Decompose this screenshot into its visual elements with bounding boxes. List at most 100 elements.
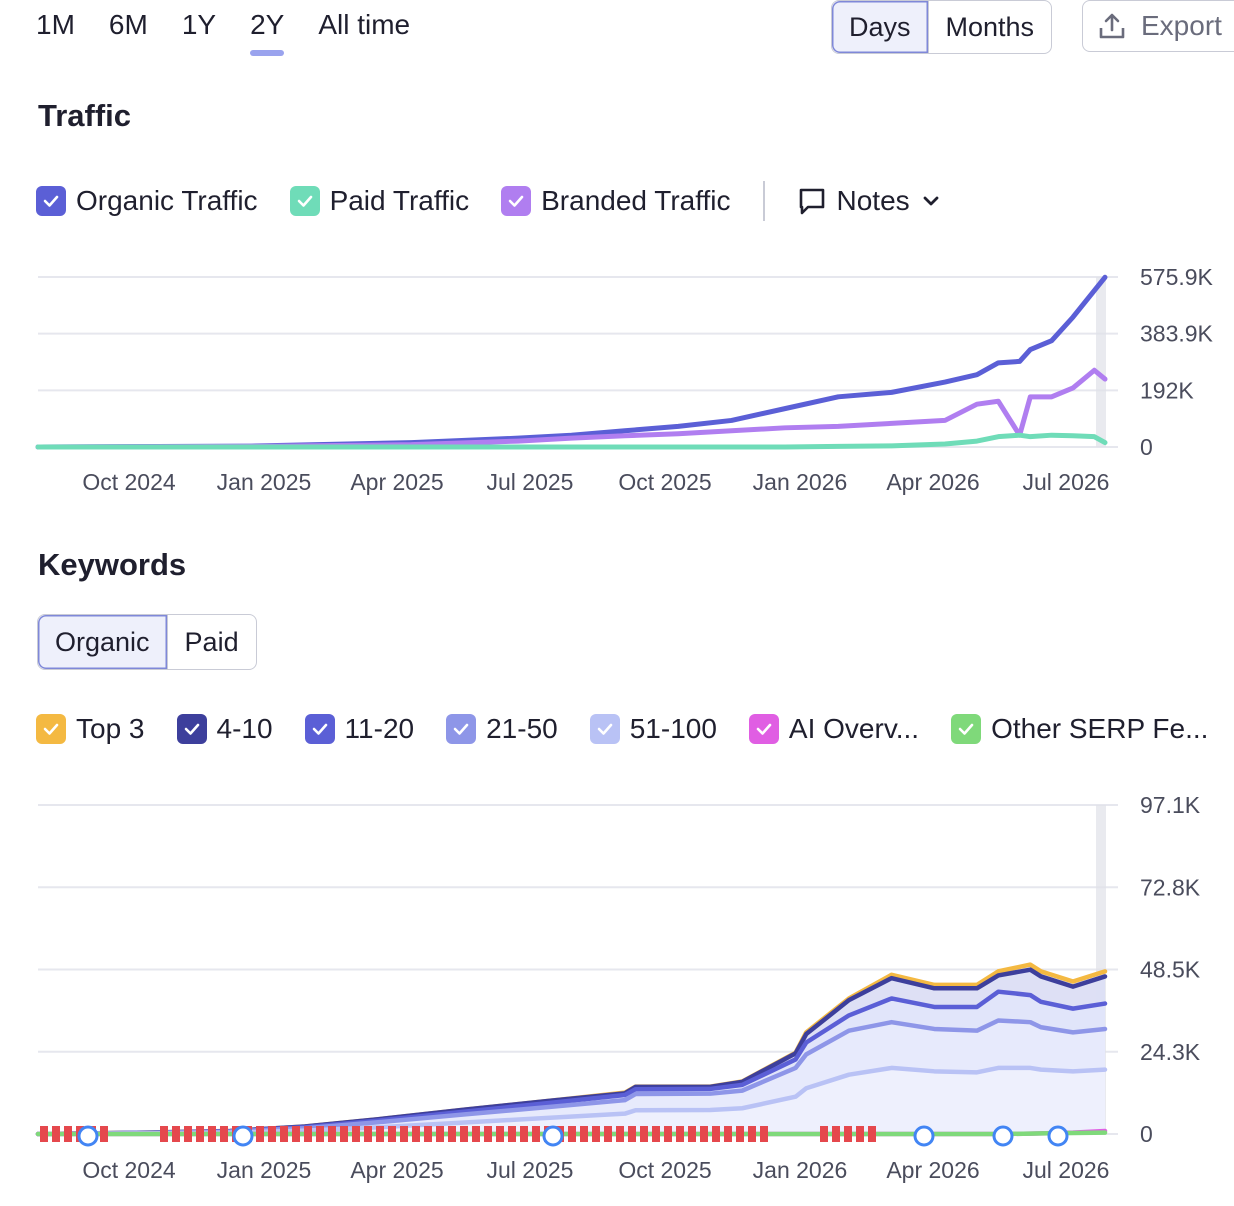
serp-marker [472,1126,480,1142]
y-tick-label: 48.5K [1140,957,1201,983]
x-tick-label: Apr 2026 [886,1157,979,1183]
serp-marker [160,1126,168,1142]
organic-tab[interactable]: Organic [38,615,167,669]
serp-marker [844,1126,852,1142]
traffic-chart: 575.9K 383.9K 192K 0 Oct 2024 Jan 2025 Apr 202… [35,264,1214,495]
checkbox-icon [589,714,620,744]
x-tick-label: Oct 2025 [618,469,711,495]
serp-marker [832,1126,840,1142]
google-update-icon [992,1125,1014,1147]
serp-marker [220,1126,228,1142]
legend-other-serp-features[interactable]: Other SERP Fe... [951,713,1208,745]
x-tick-label: Apr 2026 [886,469,979,495]
serp-marker [688,1126,696,1142]
serp-marker [292,1126,300,1142]
months-button[interactable]: Months [927,1,1052,53]
serp-marker [280,1126,288,1142]
series-line [35,1018,1108,1137]
range-tab-1m[interactable]: 1M [36,9,75,40]
serp-marker [676,1126,684,1142]
serp-marker [604,1126,612,1142]
export-label: Export [1141,10,1222,41]
upload-icon [1099,13,1125,39]
paid-tab[interactable]: Paid [166,615,256,669]
google-update-icon [913,1125,935,1147]
serp-marker [484,1126,492,1142]
serp-marker [640,1126,648,1142]
serp-marker [508,1126,516,1142]
legend-11-20[interactable]: 11-20 [304,713,415,745]
x-tick-label: Jan 2025 [217,469,312,495]
series-line [35,274,1108,450]
range-tab-6m[interactable]: 6M [108,9,148,40]
x-tick-label: Oct 2025 [618,1157,711,1183]
x-tick-label: Apr 2025 [350,1157,443,1183]
days-button[interactable]: Days [832,1,928,53]
x-tick-label: Jan 2026 [753,469,848,495]
legend-label: Branded Traffic [541,185,731,216]
serp-marker [100,1126,108,1142]
legend-organic-traffic[interactable]: Organic Traffic [36,185,258,217]
serp-marker [592,1126,600,1142]
serp-marker [40,1126,48,1142]
serp-marker [196,1126,204,1142]
google-update-icon [77,1125,99,1147]
checkbox-icon [36,714,66,744]
y-tick-label: 24.3K [1140,1039,1201,1065]
legend-label: Other SERP Fe... [991,713,1209,744]
serp-marker [664,1126,672,1142]
serp-marker [568,1126,576,1142]
checkbox-icon [304,714,335,744]
legend-21-50[interactable]: 21-50 [446,713,558,745]
serp-marker [856,1126,864,1142]
checkbox-icon [501,186,532,216]
range-tab-all-time[interactable]: All time [318,9,411,40]
serp-marker [304,1126,312,1142]
x-tick-label: Jul 2025 [487,469,574,495]
y-tick-label: 0 [1140,434,1153,460]
x-tick-label: Oct 2024 [82,469,176,495]
serp-marker [412,1126,420,1142]
legend-label: 4-10 [216,713,273,744]
series-line [35,367,1108,450]
y-tick-label: 72.8K [1140,874,1201,900]
x-tick-label: Jan 2025 [217,1157,312,1183]
serp-marker [760,1126,768,1142]
serp-marker [208,1126,216,1142]
keywords-legend: Top 3 4-10 11-20 21-50 51-100 AI Overv..… [36,708,1234,750]
keywords-type-toggle: Organic Paid [37,614,257,670]
serp-marker [496,1126,504,1142]
x-tick-label: Jul 2025 [487,1157,574,1183]
serp-marker [184,1126,192,1142]
legend-label: Top 3 [76,713,145,744]
notes-label: Notes [836,185,910,216]
legend-top-3[interactable]: Top 3 [36,713,145,745]
legend-51-100[interactable]: 51-100 [589,713,717,745]
serp-marker [628,1126,636,1142]
serp-marker [616,1126,624,1142]
legend-divider [762,181,765,221]
range-tab-2y[interactable]: 2Y [250,8,301,56]
export-button[interactable]: Export [1082,0,1234,52]
legend-ai-overview[interactable]: AI Overv... [748,713,919,745]
serp-marker [424,1126,432,1142]
x-tick-label: Jul 2026 [1023,469,1110,495]
legend-4-10[interactable]: 4-10 [176,713,273,745]
serp-marker [172,1126,180,1142]
traffic-title: Traffic [38,98,132,133]
notes-dropdown[interactable]: Notes [797,185,942,217]
serp-marker [460,1126,468,1142]
google-update-icon [1047,1125,1069,1147]
serp-marker [820,1126,828,1142]
serp-marker [712,1126,720,1142]
legend-branded-traffic[interactable]: Branded Traffic [501,185,731,217]
range-tab-1y[interactable]: 1Y [181,9,217,40]
y-tick-label: 97.1K [1140,792,1201,818]
legend-paid-traffic[interactable]: Paid Traffic [289,185,469,217]
comment-icon [799,188,824,215]
legend-label: 11-20 [344,713,415,744]
google-update-icon [232,1125,254,1147]
serp-marker [868,1126,876,1142]
checkbox-icon [446,714,477,744]
